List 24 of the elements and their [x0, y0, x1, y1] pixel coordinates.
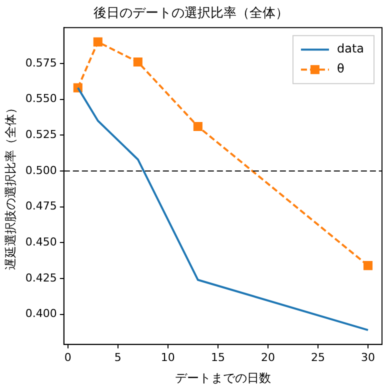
- x-tick-label: 10: [160, 350, 175, 364]
- x-axis-title: デートまでの日数: [174, 370, 271, 385]
- legend-label: data: [336, 42, 364, 56]
- x-tick-label: 0: [64, 350, 72, 364]
- y-tick-label: 0.550: [25, 92, 57, 106]
- y-tick-label: 0.400: [25, 307, 57, 320]
- y-tick-label: 0.500: [25, 164, 57, 177]
- x-tick-label: 5: [114, 350, 122, 364]
- point: [363, 261, 373, 270]
- x-tick-label: 30: [360, 350, 375, 364]
- y-tick-label: 0.450: [25, 235, 57, 248]
- legend-label: θ: [336, 62, 344, 76]
- x-tick-label: 25: [310, 350, 325, 364]
- point: [133, 57, 142, 67]
- y-tick-label: 0.425: [25, 271, 57, 284]
- point: [193, 122, 202, 132]
- x-tick-label: 20: [260, 350, 275, 364]
- x-tick-label: 15: [210, 350, 225, 364]
- chart-title: 後日のデートの選択比率（全体）: [94, 5, 288, 22]
- y-tick-label: 0.475: [25, 200, 57, 213]
- point: [93, 37, 102, 46]
- y-tick-label: 0.575: [25, 56, 57, 70]
- y-tick-label: 0.525: [25, 128, 57, 141]
- y-axis-title: 遅延選択肢の選択比率（全体）: [3, 102, 18, 270]
